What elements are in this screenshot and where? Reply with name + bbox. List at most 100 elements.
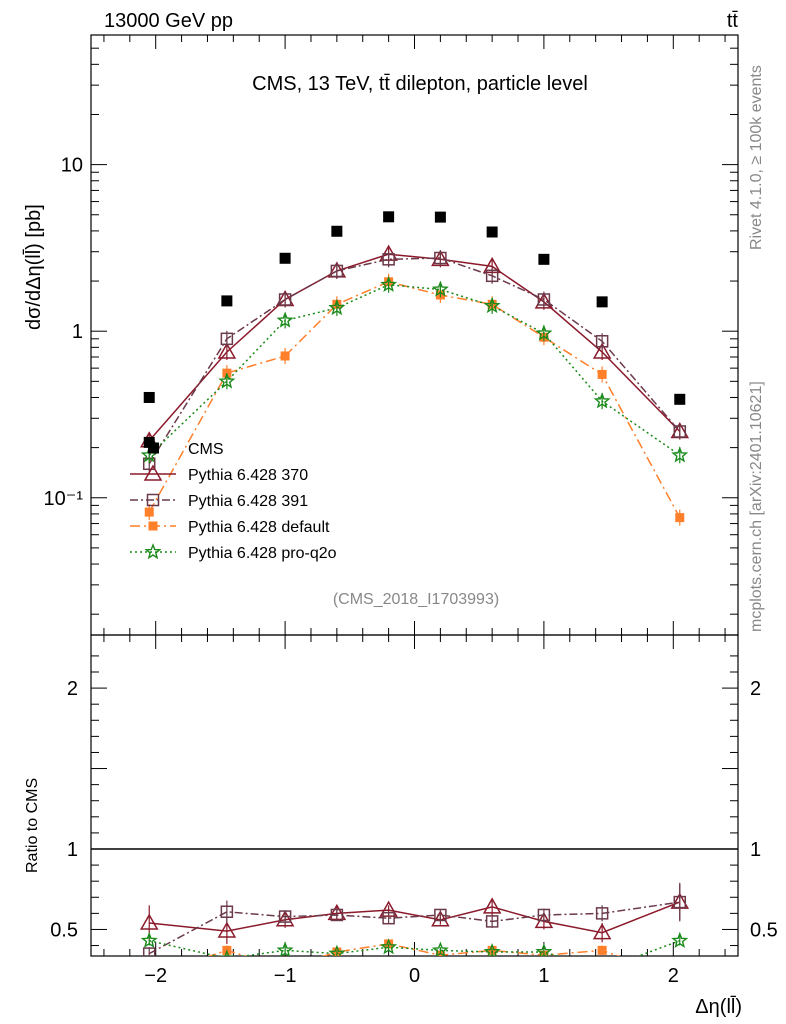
ratio-point-3: [276, 941, 294, 956]
cms-data-point: [434, 211, 446, 223]
y-axis-label: dσ/dΔη(ll̄) [pb]: [22, 204, 45, 330]
cms-data-point: [143, 391, 155, 403]
legend-marker: [143, 464, 163, 481]
ratio-point-1: [382, 911, 395, 925]
ratio-point-3: [483, 943, 501, 956]
series-point-3: [671, 446, 689, 463]
series-point-0: [217, 342, 237, 359]
ratio-point-3: [431, 941, 449, 956]
series-line-3: [148, 284, 681, 456]
series-point-1: [595, 335, 609, 348]
legend-label: Pythia 6.428 default: [188, 519, 330, 536]
ratio-point-3: [671, 931, 689, 949]
energy-label: 13000 GeV pp: [104, 10, 233, 32]
x-axis-label: Δη(ll̄): [695, 995, 742, 1018]
ratio-point-1: [537, 908, 551, 922]
series-line-2: [148, 281, 681, 518]
series-point-2: [597, 369, 607, 379]
legend-marker: [146, 493, 160, 507]
main-marks: [139, 211, 690, 526]
ratio-tick-label-right: 1: [750, 839, 761, 861]
ratio-tick-label-right: 2: [750, 678, 761, 700]
ratio-point-3: [218, 949, 236, 956]
ratio-point-0: [139, 913, 159, 930]
series-line-0: [148, 253, 681, 442]
series-point-3: [276, 311, 294, 328]
ratio-axis-label: Ratio to CMS: [24, 778, 41, 873]
ratio-marks: [139, 882, 690, 976]
cms-data-point: [486, 226, 498, 238]
cms-data-point: [221, 295, 233, 307]
ratio-point-0: [592, 923, 612, 940]
y-tick-label: 10: [61, 155, 83, 177]
ratio-tick-label-right: 0.5: [750, 919, 778, 941]
series-point-1: [382, 253, 395, 266]
series-point-3: [218, 372, 236, 389]
ratio-line-2: [207, 943, 621, 956]
x-tick-label: 2: [668, 965, 679, 987]
series-line-1: [148, 257, 681, 465]
ratio-point-1: [278, 910, 292, 923]
series-point-1: [537, 293, 551, 306]
series-point-1: [434, 251, 447, 265]
ratio-point-3: [596, 963, 609, 976]
series-point-1: [330, 264, 344, 278]
plot-title: CMS, 13 TeV, tt̄ dilepton, particle leve…: [252, 73, 588, 95]
legend: CMS Pythia 6.428 370 Pythia 6.428 391 Pythi…: [130, 441, 337, 562]
cms-data-point-low: [143, 436, 155, 448]
series-point-1: [278, 293, 292, 306]
series-point-3: [380, 275, 398, 292]
y-axis-label-text: dσ/dΔη(ll̄) [pb]: [22, 204, 45, 330]
ratio-point-1: [330, 908, 344, 922]
ratio-point-1: [142, 947, 156, 956]
cms-data-point: [596, 296, 608, 308]
cms-data-point: [383, 211, 395, 223]
legend-label: Pythia 6.428 370: [188, 467, 308, 484]
series-point-0: [592, 342, 612, 359]
cms-data-point: [674, 393, 686, 405]
legend-label: Pythia 6.428 391: [188, 493, 308, 510]
series-point-3: [593, 392, 611, 409]
legend-label: CMS: [188, 441, 224, 458]
axes: −2 −1 0 1 2 10 1 10⁻¹ 0.5 0.5 1 1 2 2: [44, 34, 778, 987]
ratio-point-1: [485, 915, 499, 928]
series-point-2: [280, 351, 290, 361]
ratio-point-1: [595, 907, 609, 920]
legend-marker-data: [148, 442, 159, 454]
series-point-3: [535, 324, 553, 341]
ratio-point-3: [328, 944, 346, 956]
ratio-tick-label: 1: [67, 839, 78, 861]
x-tick-label: −1: [274, 965, 297, 987]
series-point-2: [675, 513, 685, 523]
y-tick-label: 10⁻¹: [44, 488, 84, 510]
ratio-point-3: [140, 931, 158, 949]
series-point-0: [534, 292, 554, 309]
analysis-id: (CMS_2018_I1703993): [333, 591, 499, 608]
ratio-point-0: [217, 921, 237, 938]
x-tick-label: 0: [409, 965, 420, 987]
legend-marker: [148, 521, 158, 531]
series-point-2: [144, 507, 154, 517]
ratio-point-0: [431, 910, 450, 927]
ratio-point-0: [275, 910, 295, 927]
series-point-1: [673, 425, 687, 438]
ratio-point-1: [673, 895, 687, 909]
ratio-line-0: [149, 901, 681, 934]
ratio-point-1: [220, 905, 234, 919]
x-tick-label: −2: [144, 965, 167, 987]
rivet-label: Rivet 4.1.0, ≥ 100k events: [748, 65, 765, 250]
ratio-point-1: [434, 908, 447, 922]
x-tick-label: 1: [538, 965, 549, 987]
cms-data-point: [279, 252, 291, 264]
series-point-1: [220, 332, 234, 346]
series-point-3: [431, 280, 449, 297]
process-label: tt̄: [727, 10, 739, 32]
legend-marker: [144, 543, 162, 560]
ratio-tick-label: 2: [67, 678, 78, 700]
series-point-1: [485, 269, 499, 283]
legend-label: Pythia 6.428 pro-q2o: [188, 545, 337, 562]
mcplots-label: mcplots.cern.ch [arXiv:2401.10621]: [748, 381, 765, 632]
cms-data-point: [331, 225, 343, 237]
ratio-point-3: [535, 943, 553, 956]
